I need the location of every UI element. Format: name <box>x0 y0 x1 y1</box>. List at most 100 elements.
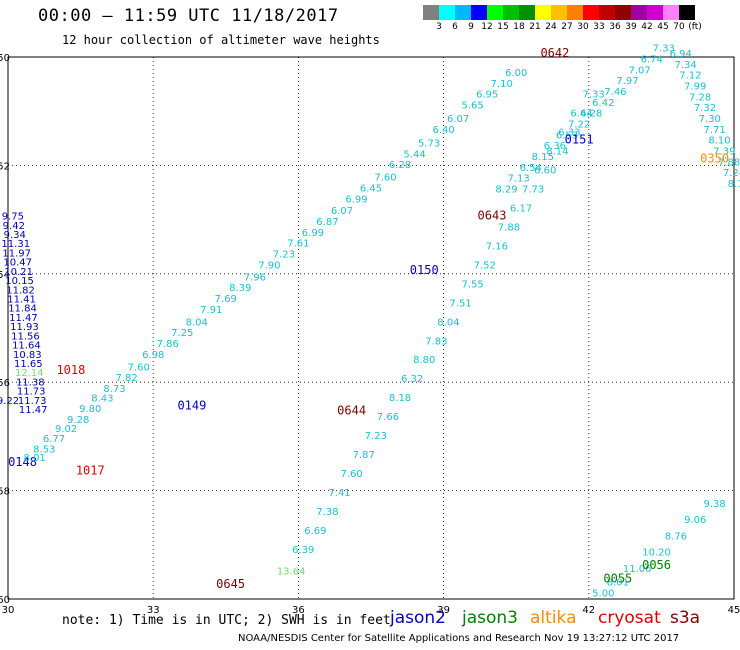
scale-label: 21 <box>529 22 541 32</box>
wave-height-value: 8.53 <box>33 445 55 456</box>
pass-time-label: 1018 <box>56 363 85 377</box>
wave-height-value: 6.28 <box>580 109 602 120</box>
wave-height-value: 7.61 <box>287 239 309 250</box>
page-title: 00:00 – 11:59 UTC 11/18/2017 <box>38 6 339 26</box>
wave-height-value: 6.07 <box>331 206 353 217</box>
wave-height-value: 7.90 <box>258 260 280 271</box>
pass-time-label: 0644 <box>337 404 366 418</box>
wave-height-value: 7.88 <box>718 157 740 168</box>
scale-label: 3 <box>436 22 442 32</box>
x-tick-label: 42 <box>582 605 595 616</box>
wave-height-value: 9.06 <box>684 515 706 526</box>
scale-swatch <box>583 5 599 20</box>
wave-height-value: 5.00 <box>592 588 614 599</box>
y-tick-label: -52 <box>0 161 10 172</box>
wave-height-value: 7.99 <box>684 82 706 93</box>
scale-swatch <box>471 5 487 20</box>
color-scale-swatches <box>423 5 695 20</box>
wave-height-value: 8.73 <box>103 384 125 395</box>
wave-height-value: 6.40 <box>432 125 454 136</box>
wave-height-value: 12.14 <box>15 368 44 379</box>
legend-item-s3a: s3a <box>670 608 701 628</box>
wave-height-value: 9.28 <box>67 415 89 426</box>
wave-height-value: 11.73 <box>18 396 47 407</box>
scale-label: 12 <box>481 22 493 32</box>
wave-height-value: 6.99 <box>345 194 367 205</box>
wave-height-value: 7.23 <box>273 250 295 261</box>
wave-height-value: 7.52 <box>474 260 496 271</box>
wave-height-value: 10.15 <box>5 276 34 287</box>
wave-height-value: 9.22 <box>0 396 19 407</box>
wave-height-value: 7.73 <box>522 185 544 196</box>
wave-height-value: 8.29 <box>495 185 517 196</box>
wave-height-value: 7.23 <box>365 431 387 442</box>
wave-height-value: 8.15 <box>532 152 554 163</box>
wave-height-value: 7.55 <box>462 279 484 290</box>
wave-height-value: 7.10 <box>491 79 513 90</box>
scale-label: 70 <box>673 22 685 32</box>
wave-height-value: 7.16 <box>486 241 508 252</box>
wave-height-value: 7.86 <box>157 339 179 350</box>
scale-swatch <box>599 5 615 20</box>
scale-swatch <box>663 5 679 20</box>
wave-height-value: 7.60 <box>128 362 150 373</box>
wave-height-value: 7.25 <box>171 328 193 339</box>
wave-height-value: 6.95 <box>476 90 498 101</box>
wave-height-value: 11.41 <box>7 295 36 306</box>
wave-height-value: 8.14 <box>546 147 568 158</box>
wave-height-value: 9.02 <box>55 424 77 435</box>
wave-height-value: 7.97 <box>616 76 638 87</box>
wave-height-value: 7.66 <box>377 412 399 423</box>
legend-item-jason3: jason3 <box>462 608 518 628</box>
wave-height-value: 6.60 <box>534 166 556 177</box>
pass-time-label: 0642 <box>540 46 569 60</box>
wave-height-value: 8.76 <box>665 531 687 542</box>
wave-height-value: 11.64 <box>12 341 41 352</box>
wave-height-value: 11.97 <box>2 248 31 259</box>
legend-item-altika: altika <box>530 608 577 628</box>
wave-height-value: 7.28 <box>689 92 711 103</box>
wave-height-value: 9.80 <box>79 404 101 415</box>
wave-height-value: 7.51 <box>449 298 471 309</box>
wave-height-value: 7.39 <box>713 147 735 158</box>
scale-label: 9 <box>468 22 474 32</box>
wave-height-value: 8.01 <box>23 453 45 464</box>
wave-height-value: 6.54 <box>520 163 542 174</box>
scale-swatch <box>679 5 695 20</box>
scale-swatch <box>455 5 471 20</box>
wave-height-value: 7.24 <box>723 168 740 179</box>
page-subtitle: 12 hour collection of altimeter wave hei… <box>62 33 380 47</box>
pass-time-label: 0643 <box>478 209 507 223</box>
wave-height-value: 6.99 <box>302 228 324 239</box>
wave-height-value: 8.01 <box>607 577 629 588</box>
y-tick-label: -54 <box>0 270 10 281</box>
map-frame <box>7 56 735 600</box>
scale-label: 36 <box>609 22 621 32</box>
wave-height-value: 6.28 <box>389 160 411 171</box>
scale-swatch <box>567 5 583 20</box>
pass-time-label: 0056 <box>642 558 671 572</box>
wave-height-value: 8.04 <box>437 317 459 328</box>
wave-height-value: 10.21 <box>4 267 33 278</box>
legend-item-jason2: jason2 <box>390 608 446 628</box>
wave-height-value: 7.12 <box>679 71 701 82</box>
wave-height-value: 9.42 <box>3 221 25 232</box>
wave-height-value: 7.41 <box>328 488 350 499</box>
wave-height-value: 6.17 <box>510 203 532 214</box>
wave-height-value: 7.83 <box>425 336 447 347</box>
wave-height-value: 10.83 <box>13 350 42 361</box>
wave-height-value: 6.45 <box>360 183 382 194</box>
scale-label: 24 <box>545 22 557 32</box>
wave-height-value: 7.96 <box>244 272 266 283</box>
legend-item-cryosat: cryosat <box>598 608 661 628</box>
wave-height-value: 9.75 <box>2 212 24 223</box>
color-scale: 3 6 9 12 15 18 21 24 27 30 33 36 39 42 45 70 (ft) <box>423 5 702 34</box>
wave-height-value: 7.60 <box>341 469 363 480</box>
wave-height-value: 5.73 <box>418 138 440 149</box>
wave-height-value: 11.38 <box>16 377 45 388</box>
scale-label: 6 <box>452 22 458 32</box>
scale-swatch <box>631 5 647 20</box>
wave-height-value: 7.34 <box>674 60 696 71</box>
scale-label: 45 <box>657 22 669 32</box>
y-tick-label: -56 <box>0 378 10 389</box>
